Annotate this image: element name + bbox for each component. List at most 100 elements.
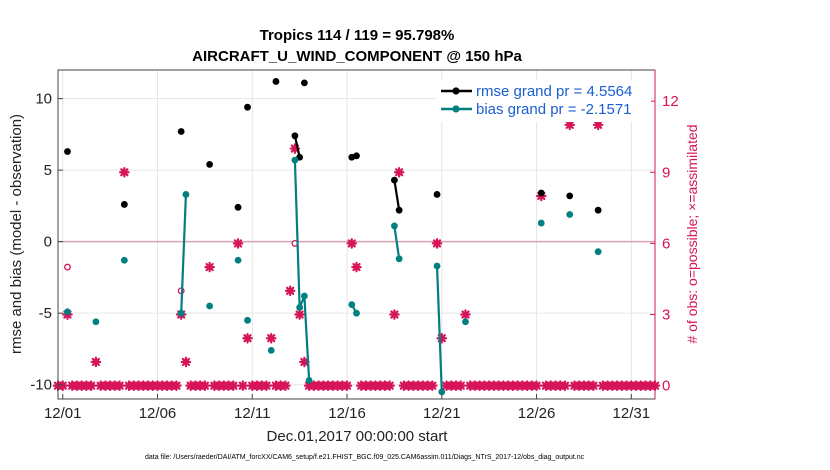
obs-assimilated-zero-marker <box>237 380 249 391</box>
obs-star-shape <box>232 238 244 249</box>
obs-assimilated-marker <box>232 238 244 249</box>
obs-star-shape <box>431 238 443 249</box>
obs-assimilated-zero-marker <box>280 380 291 391</box>
bias-point <box>300 292 308 300</box>
footnote: data file: /Users/raeder/DAI/ATM_forcXX/… <box>145 454 585 461</box>
obs-star-shape <box>455 380 467 391</box>
bias-point <box>291 156 299 164</box>
x-tick-label: 12/26 <box>518 405 556 422</box>
bias-point <box>206 302 214 310</box>
bias-point <box>244 316 251 324</box>
rmse-point <box>300 79 308 87</box>
obs-star-shape <box>294 309 305 320</box>
bias-point <box>64 308 71 316</box>
obs-star-shape <box>393 166 405 178</box>
bias-point <box>348 301 356 308</box>
obs-star-shape <box>280 380 291 391</box>
obs-star-shape <box>171 380 182 391</box>
obs-assimilated-marker <box>564 119 576 131</box>
obs-assimilated-marker <box>393 166 405 178</box>
obs-assimilated-marker <box>431 238 443 249</box>
obs-assimilated-marker <box>351 261 362 273</box>
obs-star-shape <box>346 238 358 249</box>
obs-star-shape <box>199 380 211 391</box>
rmse-point <box>291 132 299 140</box>
obs-star-shape <box>559 380 571 391</box>
obs-star-shape <box>436 332 448 344</box>
rmse-line-segment <box>393 179 401 211</box>
y-axis-label: rmse and bias (model - observation) <box>8 114 25 354</box>
obs-star-shape <box>588 380 599 391</box>
obs-assimilated-zero-marker <box>588 380 599 391</box>
obs-assimilated-marker <box>389 309 400 320</box>
bias-point <box>438 388 446 396</box>
bias-point <box>395 255 403 263</box>
y2-tick-label: 0 <box>662 378 670 395</box>
bias-line-segment <box>435 265 443 392</box>
bias-point <box>537 219 545 227</box>
legend-bias-label: bias grand pr = -2.1571 <box>476 101 632 118</box>
chart-subtitle: AIRCRAFT_U_WIND_COMPONENT @ 150 hPa <box>192 48 522 65</box>
legend-bias-marker <box>452 105 460 113</box>
obs-star-shape <box>460 309 471 320</box>
x-tick-label: 12/31 <box>613 405 651 422</box>
obs-assimilated-zero-marker <box>384 380 395 391</box>
y2-tick-label: 9 <box>662 164 670 181</box>
x-tick-label: 12/11 <box>234 405 270 422</box>
bias-point <box>177 309 185 317</box>
rmse-point <box>353 152 360 160</box>
x-tick-label: 12/21 <box>423 405 461 422</box>
y-tick-label: 5 <box>44 162 52 179</box>
obs-star-shape <box>119 166 130 178</box>
obs-star-shape <box>564 119 576 131</box>
y-axis-right-label: # of obs: o=possible; ×=assimilated <box>684 124 700 343</box>
y2-tick-label: 12 <box>662 93 679 110</box>
legend-box <box>436 80 651 122</box>
obs-assimilated-marker <box>436 332 448 344</box>
rmse-point <box>594 206 602 214</box>
obs-star-shape <box>237 380 249 391</box>
bias-point <box>391 222 398 230</box>
legend: rmse grand pr = 4.5564 bias grand pr = -… <box>436 80 651 122</box>
series-layer <box>64 78 602 396</box>
bias-point <box>182 191 190 198</box>
obs-assimilated-zero-marker <box>455 380 467 391</box>
obs-count-markers <box>52 119 661 391</box>
rmse-point <box>244 103 251 111</box>
obs-assimilated-marker <box>299 356 310 368</box>
y-tick-label: -5 <box>39 305 52 322</box>
y-tick-label: 0 <box>44 234 52 251</box>
y-axis-right: 0 3 6 9 12 <box>650 70 679 399</box>
obs-star-shape <box>114 380 125 391</box>
chart-title: Tropics 114 / 119 = 95.798% <box>260 27 455 44</box>
rmse-point <box>64 148 71 155</box>
legend-rmse-marker <box>452 87 460 95</box>
obs-star-shape <box>384 380 395 391</box>
obs-assimilated-marker <box>289 143 301 154</box>
rmse-point <box>234 203 242 211</box>
obs-star-shape <box>299 356 310 368</box>
obs-assimilated-marker <box>346 238 358 249</box>
y-tick-label: -10 <box>30 377 52 394</box>
bias-line-segment <box>180 194 188 314</box>
obs-assimilated-zero-marker <box>114 380 125 391</box>
bias-point <box>267 346 275 354</box>
bias-point <box>353 309 360 317</box>
obs-possible-marker <box>64 263 71 271</box>
bias-point <box>234 256 242 264</box>
obs-star-shape <box>204 261 215 273</box>
bias-point <box>462 318 469 326</box>
obs-star-shape <box>90 356 102 368</box>
obs-star-shape <box>531 380 542 391</box>
obs-assimilated-zero-marker <box>199 380 211 391</box>
obs-assimilated-zero-marker <box>531 380 542 391</box>
x-tick-label: 12/16 <box>328 405 366 422</box>
obs-assimilated-zero-marker <box>85 380 97 391</box>
rmse-point <box>272 78 280 85</box>
obs-star-shape <box>242 332 253 344</box>
rmse-point <box>537 189 545 197</box>
obs-assimilated-zero-marker <box>171 380 182 391</box>
bias-point <box>566 211 574 218</box>
bias-line-segment <box>393 225 401 259</box>
rmse-point <box>206 161 214 168</box>
